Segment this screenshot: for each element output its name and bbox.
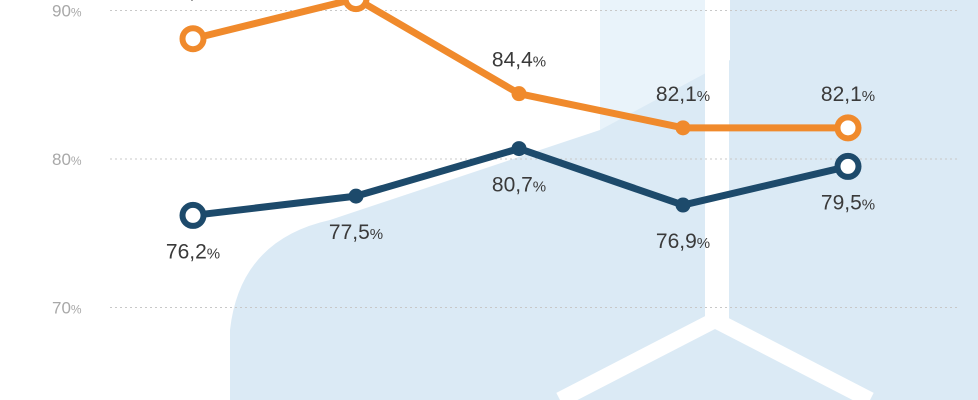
data-label: 84,4% [492, 49, 546, 72]
data-label: 76,2% [166, 240, 220, 263]
data-label-value: 77,5 [329, 221, 370, 244]
data-label-unit: % [533, 54, 546, 71]
data-point [675, 120, 691, 136]
data-label-value: 82,1 [821, 83, 862, 106]
data-label-value: 79,5 [821, 191, 862, 214]
data-point [511, 141, 527, 157]
y-tick-value: 90 [52, 2, 71, 21]
data-label: 82,1% [821, 83, 875, 106]
y-axis: 90%80%70% [52, 2, 82, 318]
background-decoration [230, 0, 978, 400]
data-point [511, 86, 527, 102]
data-label-unit: % [697, 88, 710, 105]
data-label-unit: % [207, 245, 220, 262]
series [179, 0, 862, 229]
grid [110, 10, 960, 308]
y-tick-label: 70% [52, 299, 82, 318]
data-point [675, 197, 691, 213]
data-label: 76,9% [656, 230, 710, 253]
y-tick-value: 80 [52, 150, 71, 169]
data-point [179, 201, 207, 229]
data-label-unit: % [697, 235, 710, 252]
data-label-unit: % [207, 0, 220, 2]
data-labels: 88,1%84,4%82,1%82,1%76,2%77,5%80,7%76,9%… [166, 0, 875, 263]
data-label-unit: % [862, 196, 875, 213]
data-label: 79,5% [821, 191, 875, 214]
data-label-value: 88,1 [166, 0, 207, 3]
y-tick-unit: % [71, 6, 82, 20]
decor-white-bar [705, 0, 729, 320]
decor-column [730, 0, 978, 400]
data-label: 88,1% [166, 0, 220, 3]
data-label-value: 76,2 [166, 240, 207, 263]
data-label-value: 84,4 [492, 49, 533, 72]
data-label: 77,5% [329, 221, 383, 244]
y-tick-label: 80% [52, 150, 82, 169]
data-label-unit: % [533, 179, 546, 196]
data-label-unit: % [370, 226, 383, 243]
decor-shape [230, 60, 730, 400]
y-tick-value: 70 [52, 299, 71, 318]
data-label-value: 80,7 [492, 174, 533, 197]
y-tick-unit: % [71, 154, 82, 168]
data-label-value: 82,1 [656, 83, 697, 106]
data-point [179, 25, 207, 53]
data-point [834, 152, 862, 180]
data-label-unit: % [862, 88, 875, 105]
data-point [834, 114, 862, 142]
data-point [348, 188, 364, 204]
data-label-value: 76,9 [656, 230, 697, 253]
y-tick-unit: % [71, 303, 82, 317]
data-label: 82,1% [656, 83, 710, 106]
data-label: 80,7% [492, 174, 546, 197]
data-point [342, 0, 370, 13]
y-tick-label: 90% [52, 2, 82, 21]
